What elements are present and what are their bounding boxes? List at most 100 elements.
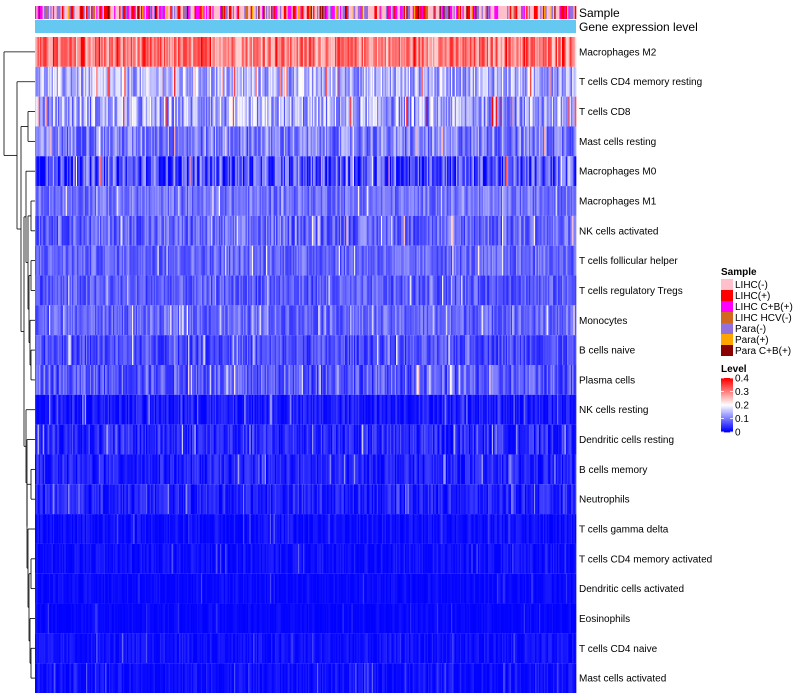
heatmap-cell [415, 245, 417, 276]
heatmap-cell [454, 126, 457, 157]
heatmap-cell [424, 215, 426, 246]
heatmap-cell [551, 66, 554, 97]
heatmap-cell [490, 215, 493, 246]
heatmap-cell [549, 66, 551, 97]
heatmap-cell [180, 215, 183, 246]
heatmap-cell [454, 245, 457, 276]
heatmap-cell [352, 156, 355, 187]
heatmap-cell [154, 66, 157, 97]
heatmap-cell [160, 126, 162, 157]
heatmap-cell [97, 335, 100, 365]
heatmap-cell [459, 126, 462, 157]
heatmap-cell [458, 96, 461, 127]
heatmap-cell [185, 245, 188, 276]
sample-annotation-cell [195, 6, 198, 19]
heatmap-cell [165, 305, 167, 336]
heatmap-cell [316, 186, 319, 216]
heatmap-cell [237, 126, 240, 157]
heatmap-cell [316, 126, 319, 157]
heatmap-cell [443, 275, 445, 306]
heatmap-cell [47, 96, 50, 127]
heatmap-cell [36, 305, 38, 336]
heatmap-cell [103, 335, 106, 365]
heatmap-cell [554, 37, 556, 67]
sample-annotation-cell [260, 6, 263, 19]
heatmap-cell [362, 186, 365, 216]
heatmap-cell [59, 335, 61, 365]
heatmap-cell [544, 37, 546, 67]
sample-annotation-cell [480, 6, 482, 19]
heatmap-cell [264, 215, 267, 246]
heatmap-cell [412, 126, 415, 157]
heatmap-cell [435, 275, 438, 306]
heatmap-cell [574, 186, 577, 216]
heatmap-cell [171, 335, 174, 365]
heatmap-cell [96, 66, 98, 97]
heatmap-cell [69, 335, 72, 365]
heatmap-cell [83, 245, 86, 276]
heatmap-cell [190, 305, 193, 336]
heatmap-cell [282, 275, 285, 306]
heatmap-cell [324, 305, 327, 336]
heatmap-cell [185, 66, 188, 97]
heatmap-cell [559, 126, 562, 157]
heatmap-cell [130, 335, 133, 365]
heatmap-cell [320, 96, 323, 127]
heatmap-cell [339, 245, 342, 276]
heatmap-cell [440, 215, 443, 246]
heatmap-cell [369, 96, 371, 127]
heatmap-cell [271, 126, 273, 157]
heatmap-cell [325, 335, 328, 365]
heatmap-cell [536, 305, 539, 336]
heatmap-cell [203, 96, 206, 127]
heatmap-cell [357, 215, 360, 246]
heatmap-cell [131, 215, 134, 246]
heatmap-cell [45, 126, 47, 157]
heatmap-cell [87, 156, 89, 187]
heatmap-cell [93, 335, 96, 365]
heatmap-cell [308, 66, 310, 97]
heatmap-cell [225, 215, 227, 246]
heatmap-cell [152, 305, 155, 336]
heatmap-cell [93, 96, 96, 127]
sample-annotation-cell [237, 6, 240, 19]
heatmap-cell [473, 66, 476, 97]
heatmap-cell [541, 66, 544, 97]
heatmap-cell [366, 186, 369, 216]
heatmap-cell [161, 37, 163, 67]
heatmap-cell [91, 275, 93, 306]
heatmap-cell [558, 96, 560, 127]
heatmap-cell [170, 215, 172, 246]
heatmap-cell [479, 66, 481, 97]
sample-annotation-cell [157, 6, 160, 19]
heatmap-cell [541, 37, 544, 67]
heatmap-cell [491, 186, 494, 216]
heatmap-cell [185, 335, 188, 365]
heatmap-cell [390, 126, 393, 157]
heatmap-cell [403, 37, 406, 67]
heatmap-cell [487, 156, 490, 187]
sample-annotation-cell [105, 6, 107, 19]
heatmap-cell [498, 305, 500, 336]
heatmap-cell [197, 335, 199, 365]
heatmap-cell [78, 335, 81, 365]
heatmap-cell [295, 305, 297, 336]
heatmap-cell [290, 335, 292, 365]
sample-annotation-cell [353, 6, 356, 19]
heatmap-cell [297, 37, 300, 67]
heatmap-cell [249, 37, 251, 67]
heatmap-cell [516, 275, 518, 306]
heatmap-cell [328, 126, 331, 157]
heatmap-cell [129, 245, 132, 276]
heatmap-cell [475, 215, 477, 246]
heatmap-cell [94, 305, 97, 336]
heatmap-cell [140, 305, 143, 336]
heatmap-cell [123, 186, 125, 216]
heatmap-cell [77, 37, 79, 67]
heatmap-cell [559, 305, 562, 336]
heatmap-cell [57, 335, 60, 365]
heatmap-cell [337, 66, 340, 97]
heatmap-cell [361, 37, 364, 67]
heatmap-cell [573, 275, 576, 306]
sample-annotation-cell [142, 6, 144, 19]
